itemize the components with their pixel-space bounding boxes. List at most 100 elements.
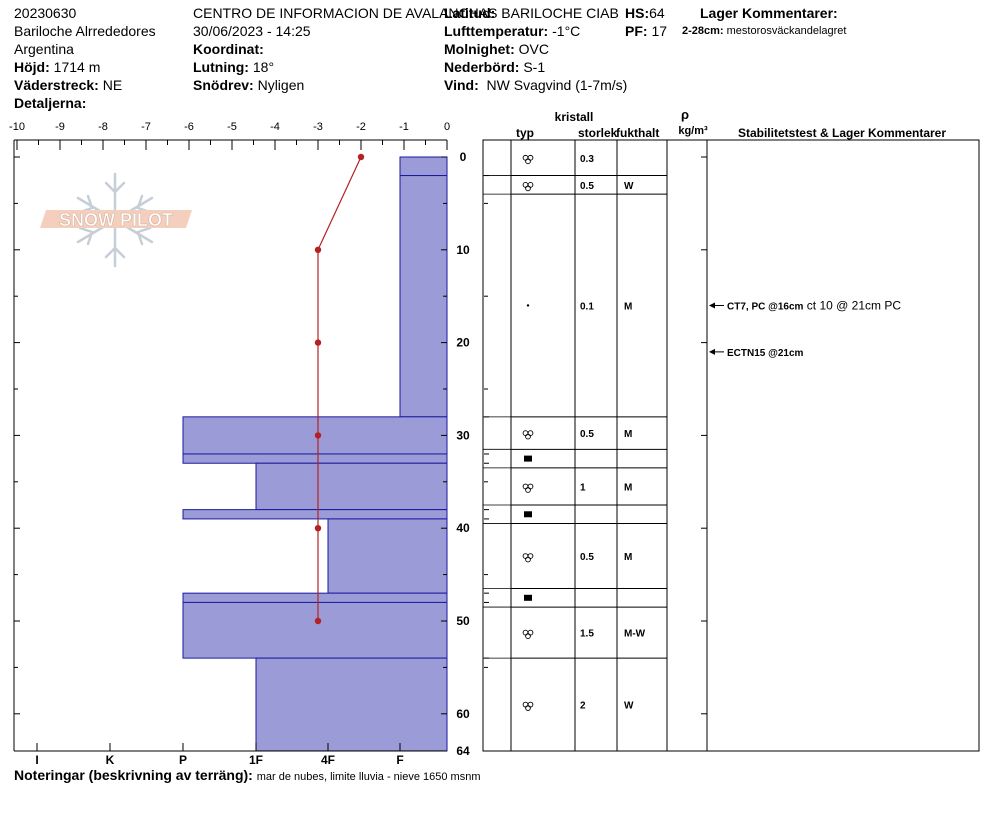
grain-size: 1.5 bbox=[580, 629, 594, 640]
stability-arrow-head bbox=[709, 302, 715, 309]
grain-rounded-symbol bbox=[522, 430, 534, 440]
drift-value: Nyligen bbox=[257, 77, 305, 93]
latitude-label: Latitud: bbox=[444, 5, 496, 21]
grain-crust-symbol bbox=[524, 455, 532, 462]
temperature-point-0 bbox=[357, 153, 365, 161]
snowpilot-logo: SNOW PILOT bbox=[40, 172, 192, 268]
temp-tick-label: 0 bbox=[444, 121, 450, 133]
stability-arrow-head bbox=[709, 348, 715, 355]
grain-size: 0.5 bbox=[580, 181, 594, 192]
depth-tick-label: 40 bbox=[456, 521, 470, 535]
wind-value: NW Svagvind (1-7m/s) bbox=[486, 77, 628, 93]
grain-circle bbox=[525, 158, 531, 165]
aspect-label: Väderstreck: bbox=[14, 77, 99, 93]
layer-comment-text: mestorosväckandelagret bbox=[726, 25, 847, 37]
slope-label: Lutning: bbox=[193, 59, 249, 75]
grain-rounded-symbol bbox=[522, 483, 534, 493]
stability-test-comment: ct 10 @ 21cm PC bbox=[803, 298, 901, 312]
grain-moisture: W bbox=[624, 181, 634, 192]
hardness-tick-label: I bbox=[35, 753, 38, 767]
hardness-layer-3 bbox=[182, 453, 448, 464]
drift-label: Snödrev: bbox=[193, 77, 254, 93]
temperature-point-4 bbox=[314, 525, 322, 532]
depth-tick-label: 10 bbox=[456, 243, 470, 257]
temperature-line bbox=[317, 156, 362, 621]
wind-label: Vind: bbox=[444, 77, 479, 93]
grain-size: 1 bbox=[580, 482, 586, 493]
temp-tick-label: -9 bbox=[55, 121, 65, 133]
aspect-value: NE bbox=[102, 77, 123, 93]
header-col-obs: CENTRO DE INFORMACION DE AVALANCHAS BARI… bbox=[193, 4, 619, 94]
header-col-site: 20230630 Bariloche Alrrededores Argentin… bbox=[14, 4, 156, 112]
grain-moisture: M bbox=[624, 429, 632, 440]
notes-text: mar de nubes, limite lluvia - nieve 1650… bbox=[256, 771, 481, 783]
elevation-value: 1714 m bbox=[53, 59, 101, 75]
temp-tick-label: -3 bbox=[313, 121, 323, 133]
header-col-comments: Lager Kommentarer: bbox=[700, 4, 838, 22]
header-col-hs: HS:64 PF: 17 bbox=[625, 4, 667, 40]
grain-circle bbox=[525, 433, 531, 440]
grain-rounded-symbol bbox=[522, 154, 534, 165]
temp-tick-label: -10 bbox=[9, 121, 25, 133]
grain-size: 0.3 bbox=[580, 154, 594, 165]
grain-moisture: M bbox=[624, 552, 632, 563]
hs-value: 64 bbox=[649, 5, 665, 21]
hardness-tick-label: P bbox=[179, 753, 187, 767]
grain-circle bbox=[525, 633, 531, 639]
grain-rounded-symbol bbox=[522, 701, 534, 711]
site-country: Argentina bbox=[14, 41, 74, 57]
header-size: storlek bbox=[578, 126, 618, 140]
grain-dot-symbol bbox=[526, 304, 530, 307]
precip-label: Nederbörd: bbox=[444, 59, 520, 75]
grain-circle bbox=[525, 185, 531, 192]
grain-circle bbox=[525, 487, 531, 493]
table-frame bbox=[482, 139, 980, 752]
hardness-layer-1 bbox=[399, 175, 448, 418]
hardness-layer-8 bbox=[182, 601, 448, 659]
grain-rounded-symbol bbox=[522, 553, 534, 563]
elevation-label: Höjd: bbox=[14, 59, 50, 75]
hardness-layer-5 bbox=[182, 509, 448, 520]
grain-moisture: M-W bbox=[624, 629, 646, 640]
header-rho: ρ bbox=[681, 107, 689, 122]
depth-tick-label: 60 bbox=[456, 707, 470, 721]
hardness-tick-label: 4F bbox=[321, 753, 335, 767]
grain-size: 0.5 bbox=[580, 552, 594, 563]
temp-tick-label: -2 bbox=[356, 121, 366, 133]
hardness-layer-0 bbox=[399, 156, 448, 177]
grain-size: 0.5 bbox=[580, 429, 594, 440]
grain-rounded-symbol bbox=[522, 181, 534, 192]
pf-value: 17 bbox=[651, 23, 668, 39]
header-type: typ bbox=[516, 126, 534, 140]
hardness-tick-label: F bbox=[396, 753, 403, 767]
left-axes: -10 -9 -8 -7 -6 -5 -4 -3 -2 -1 0I K P 1F 4F F0102030405… bbox=[9, 121, 470, 767]
temperature-point-5 bbox=[314, 617, 322, 625]
grain-moisture: M bbox=[624, 301, 632, 312]
temperature-point-1 bbox=[314, 246, 322, 253]
terrain-notes: Noteringar (beskrivning av terräng): mar… bbox=[14, 766, 480, 786]
stability-test-label: ECTN15 @21cm bbox=[727, 348, 804, 359]
depth-tick-label: 30 bbox=[456, 428, 470, 442]
header-col-weather: Latitud: Lufttemperatur: -1°C Molnighet:… bbox=[444, 4, 627, 94]
observation-date: 20230630 bbox=[14, 5, 77, 21]
temp-tick-label: -6 bbox=[184, 121, 194, 133]
hardness-tick-label: K bbox=[106, 753, 115, 767]
hardness-layer-6 bbox=[327, 518, 448, 594]
grain-circle bbox=[525, 705, 531, 711]
coordinate-label: Koordinat: bbox=[193, 41, 264, 57]
layer-comment-depth: 2-28cm: bbox=[682, 25, 724, 37]
hardness-layer-2 bbox=[182, 416, 448, 455]
header-crystal: kristall bbox=[555, 110, 594, 124]
grain-size: 2 bbox=[580, 701, 586, 712]
depth-tick-label: 20 bbox=[456, 336, 470, 350]
grain-crust-symbol bbox=[524, 511, 532, 518]
site-location: Bariloche Alrrededores bbox=[14, 23, 156, 39]
temp-tick-label: -8 bbox=[98, 121, 108, 133]
stability-test-1: ECTN15 @21cm bbox=[727, 348, 804, 359]
air-temp-label: Lufttemperatur: bbox=[444, 23, 549, 39]
temperature-point-2 bbox=[314, 339, 322, 346]
stability-test-0: CT7, PC @16cm ct 10 @ 21cm PC bbox=[727, 298, 901, 312]
logo-text: SNOW PILOT bbox=[59, 210, 173, 230]
temp-tick-label: -5 bbox=[227, 121, 237, 133]
depth-tick-label: 50 bbox=[456, 614, 470, 628]
